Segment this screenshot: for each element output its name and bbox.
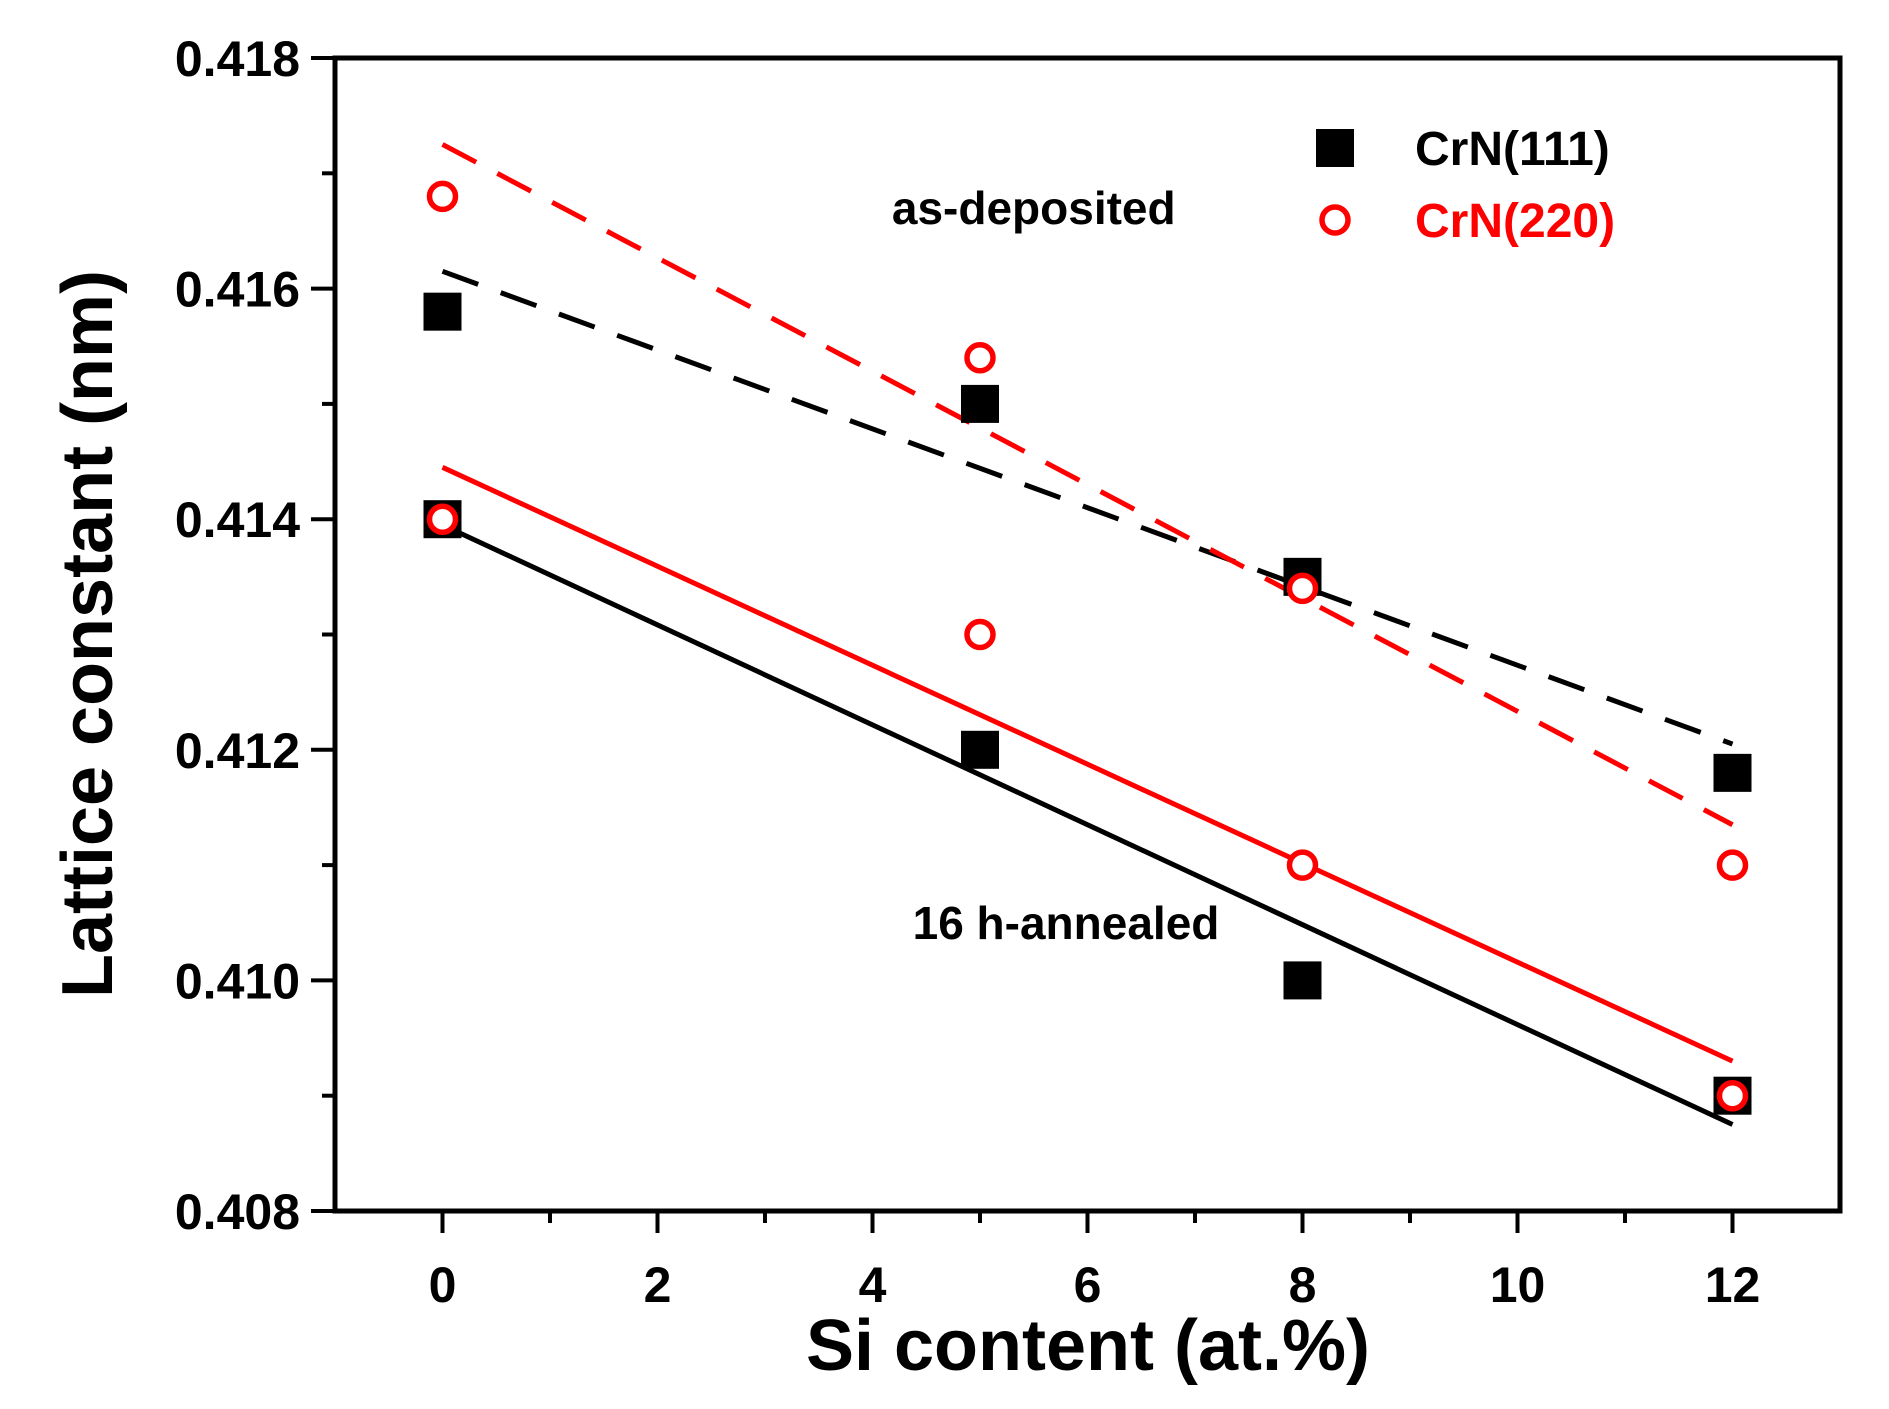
y-tick-label-4: 0.416 (175, 262, 300, 318)
data-point-s1-2 (1286, 572, 1319, 605)
x-axis-ticks: 0 2 4 6 8 10 12 (429, 1211, 1761, 1313)
fit-line-1 (441, 142, 1734, 827)
x-tick-label-0: 0 (429, 1257, 457, 1313)
data-points (423, 180, 1752, 1115)
data-point-s1-0 (426, 180, 459, 213)
legend-marker-1 (1319, 204, 1351, 236)
data-point-s3-3 (1716, 1079, 1749, 1112)
x-tick-label-4: 8 (1289, 1257, 1317, 1313)
data-point-s0-3 (1713, 753, 1752, 792)
legend: CrN(111) CrN(220) (1316, 123, 1615, 248)
fit-line-3 (441, 465, 1734, 1064)
data-point-s0-0 (423, 292, 462, 331)
fit-lines (441, 142, 1734, 1127)
data-point-s2-2 (1283, 961, 1322, 1000)
x-tick-label-5: 10 (1490, 1257, 1546, 1313)
x-axis-title: Si content (at.%) (806, 1306, 1370, 1386)
data-point-s0-1 (961, 384, 999, 423)
fit-line-0 (441, 268, 1734, 747)
x-tick-label-1: 2 (644, 1257, 672, 1313)
y-tick-label-1: 0.410 (175, 953, 300, 1009)
data-point-s2-1 (961, 730, 999, 769)
data-point-s1-3 (1716, 849, 1749, 881)
y-tick-label-0: 0.408 (175, 1184, 300, 1240)
x-tick-label-3: 6 (1074, 1257, 1102, 1313)
x-tick-label-2: 4 (859, 1257, 887, 1313)
y-tick-label-2: 0.412 (175, 723, 300, 779)
data-point-s1-1 (964, 342, 996, 374)
annotation-0: as-deposited (892, 182, 1176, 234)
annotations: as-deposited 16 h-annealed (892, 182, 1220, 949)
annotation-1: 16 h-annealed (913, 897, 1220, 949)
legend-label-0: CrN(111) (1415, 123, 1610, 176)
y-axis-ticks: 0.408 0.410 0.412 0.414 0.416 0.418 (175, 31, 335, 1240)
y-tick-label-5: 0.418 (175, 31, 300, 87)
x-tick-label-6: 12 (1705, 1257, 1761, 1313)
y-axis-title: Lattice constant (nm) (48, 270, 128, 998)
legend-label-1: CrN(220) (1415, 195, 1615, 248)
data-point-s3-2 (1286, 849, 1319, 881)
legend-marker-0 (1316, 129, 1354, 167)
y-tick-label-3: 0.414 (175, 492, 300, 548)
fit-line-2 (441, 522, 1734, 1127)
data-point-s3-0 (426, 503, 459, 535)
data-point-s3-1 (964, 618, 996, 651)
